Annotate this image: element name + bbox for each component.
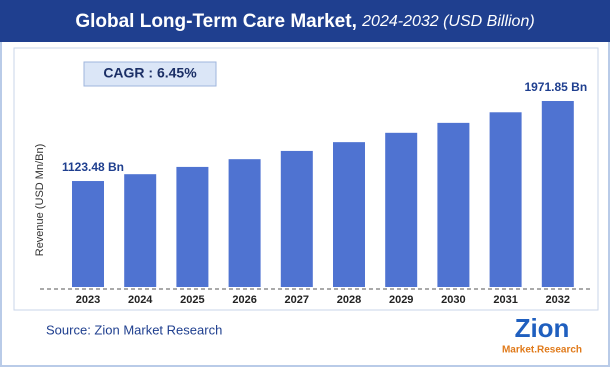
x-tick-label: 2030 bbox=[441, 294, 465, 306]
x-tick-label: 2027 bbox=[285, 294, 309, 306]
cagr-label: CAGR : 6.45% bbox=[103, 65, 197, 81]
x-tick-label: 2025 bbox=[180, 294, 204, 306]
title-bar bbox=[0, 0, 610, 42]
x-tick-label: 2028 bbox=[337, 294, 361, 306]
value-label: 1971.85 Bn bbox=[524, 80, 587, 94]
x-tick-label: 2032 bbox=[546, 294, 570, 306]
bar bbox=[176, 166, 209, 287]
x-tick-label: 2031 bbox=[493, 294, 517, 306]
x-tick-label: 2026 bbox=[232, 294, 256, 306]
bar bbox=[437, 122, 470, 287]
bar bbox=[541, 101, 574, 287]
bar bbox=[124, 174, 157, 287]
plot-frame bbox=[13, 47, 599, 311]
chart-title: Global Long-Term Care Market, 2024-2032 … bbox=[75, 11, 534, 32]
value-label: 1123.48 Bn bbox=[62, 160, 124, 174]
logo-name: Zion bbox=[515, 313, 570, 343]
bar bbox=[72, 181, 104, 287]
bar bbox=[333, 142, 365, 287]
x-tick-label: 2023 bbox=[76, 294, 100, 306]
source: Source: Zion Market Research bbox=[46, 322, 222, 337]
cagr-box bbox=[83, 61, 217, 87]
title-main: Global Long-Term Care Market, bbox=[75, 11, 357, 32]
bar bbox=[385, 132, 418, 287]
y-axis-label: Revenue (USD Mn/Bn) bbox=[34, 144, 46, 257]
bar bbox=[280, 150, 313, 287]
bar bbox=[489, 112, 522, 287]
x-tick-label: 2024 bbox=[128, 294, 153, 306]
x-tick-label: 2029 bbox=[389, 294, 413, 306]
bar bbox=[228, 159, 261, 287]
logo-tagline: Market.Research bbox=[502, 345, 582, 356]
title-years: 2024-2032 (USD Billion) bbox=[361, 13, 535, 30]
